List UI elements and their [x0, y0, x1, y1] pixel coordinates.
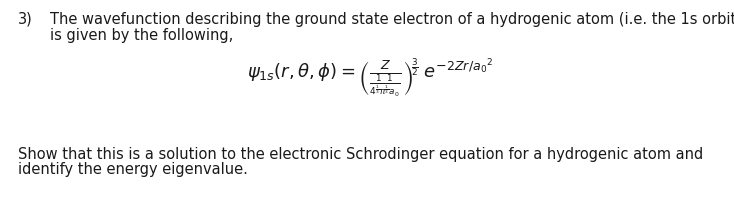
- Text: Show that this is a solution to the electronic Schrodinger equation for a hydrog: Show that this is a solution to the elec…: [18, 147, 703, 162]
- Text: $\psi_{1s}(r, \theta, \phi) = \left( \frac{Z}{\frac{1\;\;1}{4^{\frac{1}{3}}\pi^{: $\psi_{1s}(r, \theta, \phi) = \left( \fr…: [247, 56, 493, 99]
- Text: The wavefunction describing the ground state electron of a hydrogenic atom (i.e.: The wavefunction describing the ground s…: [50, 12, 734, 27]
- Text: 3): 3): [18, 12, 33, 27]
- Text: identify the energy eigenvalue.: identify the energy eigenvalue.: [18, 162, 248, 177]
- Text: is given by the following,: is given by the following,: [50, 28, 233, 43]
